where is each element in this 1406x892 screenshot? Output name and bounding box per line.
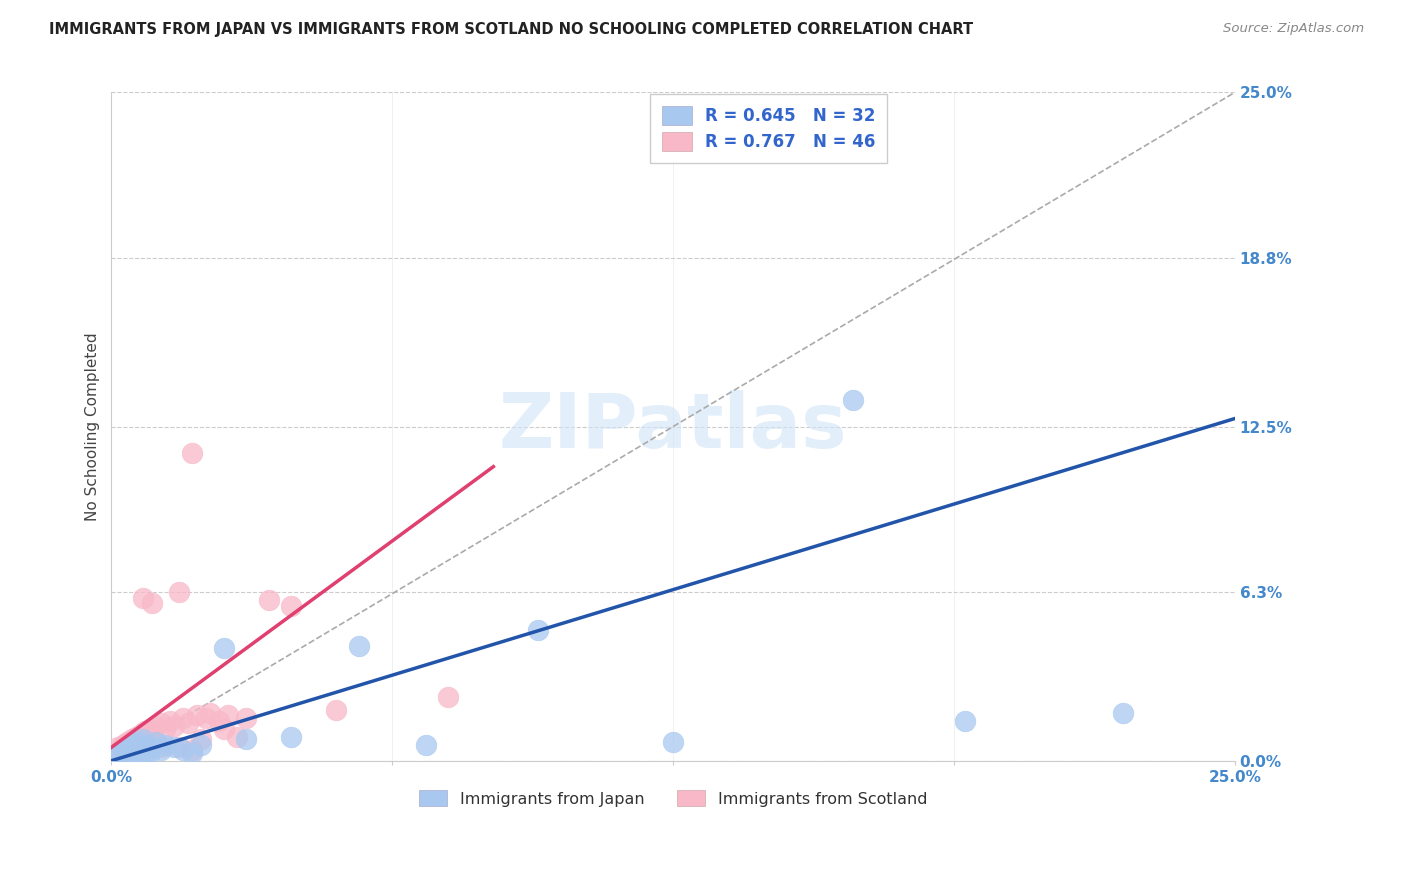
Text: ZIPatlas: ZIPatlas	[499, 390, 848, 464]
Point	[125, 730, 148, 744]
Point	[103, 748, 125, 763]
Point	[149, 743, 172, 757]
Point	[134, 748, 156, 763]
Point	[118, 740, 141, 755]
Point	[129, 746, 152, 760]
Point	[415, 738, 437, 752]
Point	[121, 732, 143, 747]
Text: IMMIGRANTS FROM JAPAN VS IMMIGRANTS FROM SCOTLAND NO SCHOOLING COMPLETED CORRELA: IMMIGRANTS FROM JAPAN VS IMMIGRANTS FROM…	[49, 22, 973, 37]
Point	[127, 735, 149, 749]
Point	[955, 714, 977, 728]
Point	[662, 735, 685, 749]
Point	[134, 724, 156, 739]
Point	[347, 639, 370, 653]
Point	[115, 735, 138, 749]
Point	[141, 740, 163, 755]
Point	[138, 746, 160, 760]
Point	[280, 730, 302, 744]
Point	[104, 746, 127, 760]
Point	[186, 708, 208, 723]
Point	[145, 719, 167, 733]
Point	[159, 714, 181, 728]
Text: Source: ZipAtlas.com: Source: ZipAtlas.com	[1223, 22, 1364, 36]
Point	[163, 740, 186, 755]
Point	[325, 703, 347, 717]
Point	[167, 585, 190, 599]
Point	[107, 740, 129, 755]
Point	[181, 446, 204, 460]
Point	[527, 623, 550, 637]
Point	[132, 591, 155, 605]
Point	[155, 738, 177, 752]
Point	[190, 732, 212, 747]
Point	[122, 735, 145, 749]
Y-axis label: No Schooling Completed: No Schooling Completed	[86, 332, 100, 521]
Point	[194, 711, 217, 725]
Point	[149, 716, 172, 731]
Point	[132, 730, 155, 744]
Point	[172, 711, 194, 725]
Point	[167, 740, 190, 755]
Point	[163, 719, 186, 733]
Point	[129, 727, 152, 741]
Point	[141, 596, 163, 610]
Point	[437, 690, 460, 704]
Point	[280, 599, 302, 613]
Point	[132, 732, 155, 747]
Point	[136, 738, 159, 752]
Point	[115, 748, 138, 763]
Point	[235, 732, 257, 747]
Point	[114, 746, 136, 760]
Point	[212, 722, 235, 736]
Point	[842, 392, 865, 407]
Point	[257, 593, 280, 607]
Point	[114, 740, 136, 755]
Point	[208, 714, 231, 728]
Point	[149, 740, 172, 755]
Point	[212, 641, 235, 656]
Point	[181, 746, 204, 760]
Point	[110, 743, 132, 757]
Point	[122, 738, 145, 752]
Point	[155, 722, 177, 736]
Point	[141, 724, 163, 739]
Point	[104, 748, 127, 763]
Point	[200, 706, 222, 720]
Point	[125, 748, 148, 763]
Point	[111, 738, 134, 752]
Point	[127, 732, 149, 747]
Point	[110, 746, 132, 760]
Point	[121, 746, 143, 760]
Point	[217, 708, 239, 723]
Point	[118, 738, 141, 752]
Point	[136, 727, 159, 741]
Point	[235, 711, 257, 725]
Point	[1111, 706, 1133, 720]
Point	[181, 743, 204, 757]
Legend: Immigrants from Japan, Immigrants from Scotland: Immigrants from Japan, Immigrants from S…	[412, 783, 934, 813]
Point	[114, 743, 136, 757]
Point	[226, 730, 249, 744]
Point	[190, 738, 212, 752]
Point	[145, 735, 167, 749]
Point	[172, 743, 194, 757]
Point	[138, 722, 160, 736]
Point	[177, 716, 200, 731]
